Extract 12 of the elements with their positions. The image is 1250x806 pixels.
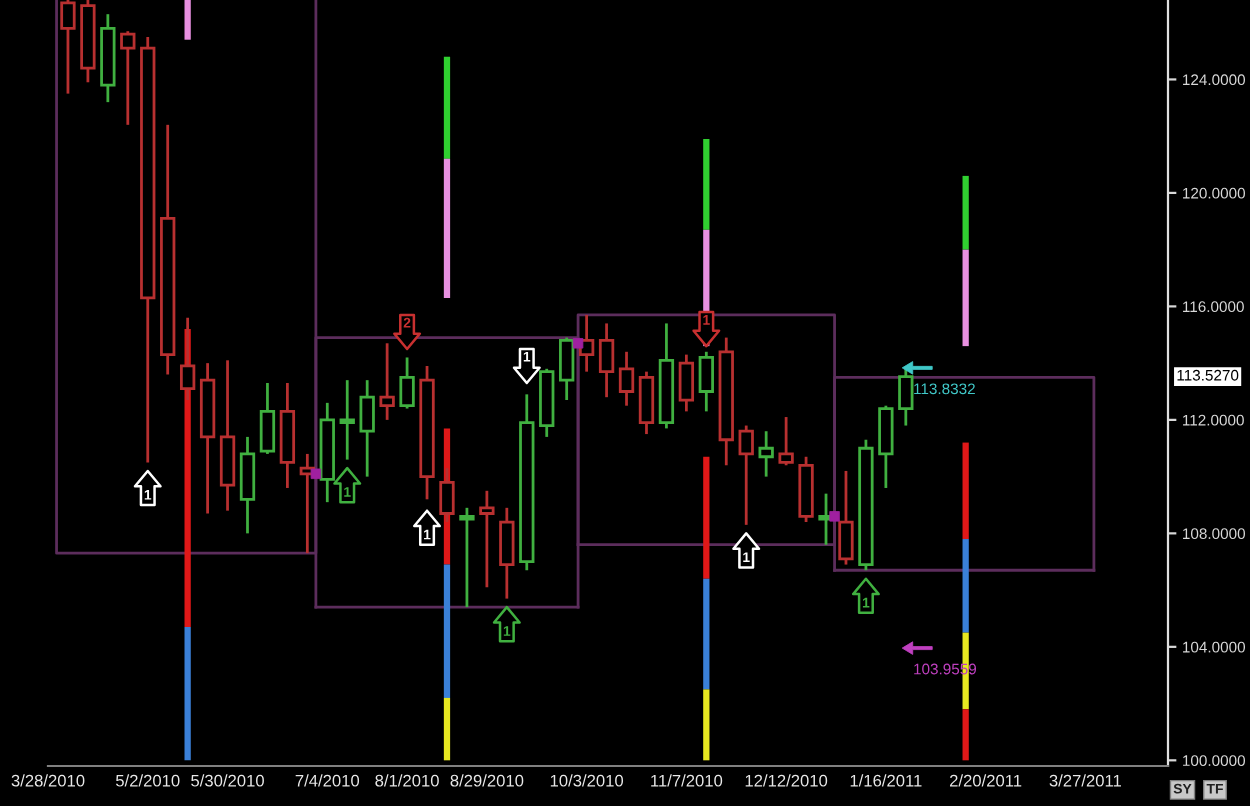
x-tick-label: 5/30/2010 [191,774,264,787]
x-tick-label: 3/27/2011 [1049,774,1121,787]
x-tick-label: 7/4/2010 [295,774,360,787]
x-tick-label: 1/16/2011 [850,774,922,787]
x-tick-label: 8/29/2010 [450,774,524,787]
x-tick-label: 8/1/2010 [375,774,439,787]
x-tick-label: 5/2/2010 [115,774,180,787]
x-tick-label: 11/7/2010 [651,774,723,787]
x-tick-label: 12/12/2010 [745,774,828,787]
x-tick-label: 2/20/2011 [949,774,1022,787]
x-tick-label: 10/3/2010 [550,774,624,787]
x-tick-label: 3/28/2010 [11,774,85,787]
